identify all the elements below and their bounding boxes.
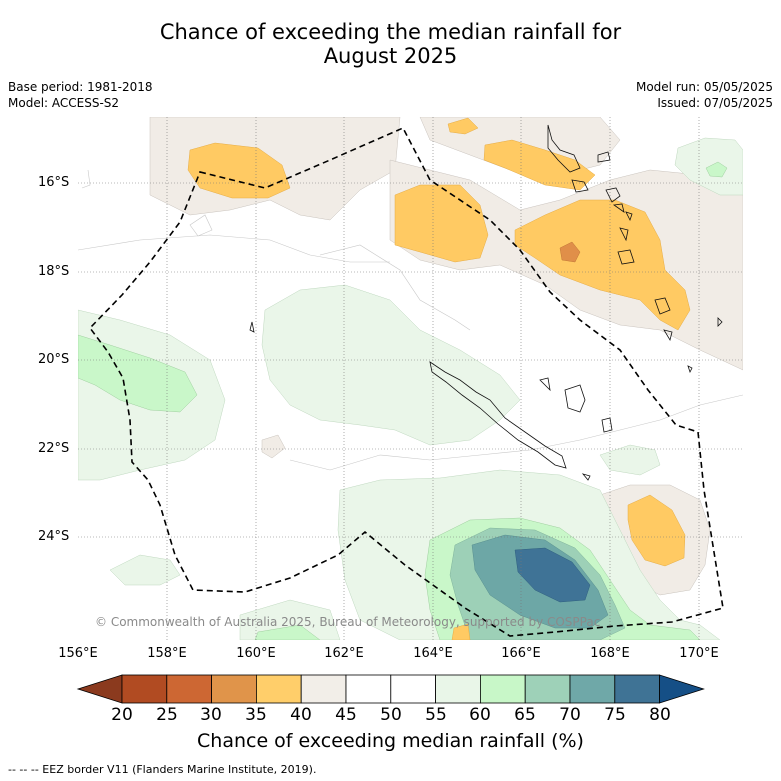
lat-label-16s: 16°S bbox=[38, 175, 70, 190]
vanuatu-tanna bbox=[654, 297, 671, 315]
gridlines bbox=[78, 117, 743, 640]
lon-label-162e: 162°E bbox=[324, 646, 364, 661]
colorbar-segment bbox=[435, 674, 481, 704]
map-title-line1: Chance of exceeding the median rainfall … bbox=[159, 20, 622, 44]
colorbar-segment bbox=[300, 674, 347, 704]
colorbar-tick: 25 bbox=[156, 705, 178, 725]
lon-label-166e: 166°E bbox=[501, 646, 541, 661]
small-islet-east bbox=[687, 317, 723, 374]
colorbar-tick: 30 bbox=[200, 705, 222, 725]
colorbar-tick: 60 bbox=[469, 705, 491, 725]
vanuatu-small-islands bbox=[605, 187, 635, 265]
contour-lines bbox=[78, 169, 743, 471]
colorbar-segment bbox=[479, 674, 526, 704]
colorbar-extend-high bbox=[659, 674, 705, 704]
small-islet-west bbox=[249, 321, 255, 333]
colorbar-segment bbox=[569, 674, 616, 704]
lat-label-20s: 20°S bbox=[38, 352, 70, 367]
lat-label-24s: 24°S bbox=[38, 529, 70, 544]
eez-border bbox=[88, 126, 724, 637]
colorbar-tick: 65 bbox=[514, 705, 536, 725]
colorbar-segment bbox=[614, 674, 660, 704]
colorbar-label: Chance of exceeding median rainfall (%) bbox=[197, 730, 584, 752]
small-islet-south bbox=[581, 473, 591, 481]
colorbar-segment bbox=[211, 674, 257, 704]
vanuatu-aneityum bbox=[663, 329, 673, 342]
colorbar bbox=[76, 674, 705, 704]
lon-label-164e: 164°E bbox=[413, 646, 453, 661]
lon-label-158e: 158°E bbox=[147, 646, 187, 661]
loyalty-islands bbox=[539, 377, 613, 433]
colorbar-tick: 70 bbox=[559, 705, 581, 725]
colorbar-segment bbox=[166, 674, 213, 704]
copyright-text: © Commonwealth of Australia 2025, Bureau… bbox=[95, 615, 600, 629]
eez-legend: -- -- -- EEZ border V11 (Flanders Marine… bbox=[8, 763, 317, 776]
model-run: Model run: 05/05/2025 bbox=[635, 80, 773, 94]
colorbar-tick: 35 bbox=[245, 705, 267, 725]
dark-blue-region bbox=[514, 547, 591, 603]
lon-label-168e: 168°E bbox=[590, 646, 630, 661]
lon-label-160e: 160°E bbox=[236, 646, 276, 661]
colorbar-segment bbox=[390, 674, 436, 704]
lat-label-22s: 22°S bbox=[38, 441, 70, 456]
colorbar-tick: 55 bbox=[425, 705, 447, 725]
map-title-line2: August 2025 bbox=[323, 44, 458, 68]
colorbar-extend-low bbox=[76, 674, 123, 704]
model-name: Model: ACCESS-S2 bbox=[8, 96, 120, 110]
lon-label-156e: 156°E bbox=[58, 646, 98, 661]
orange-regions bbox=[187, 117, 691, 640]
colorbar-tick: 50 bbox=[380, 705, 402, 725]
colorbar-tick: 45 bbox=[335, 705, 357, 725]
colorbar-tick: 75 bbox=[604, 705, 626, 725]
map-area: © Commonwealth of Australia 2025, Bureau… bbox=[78, 117, 743, 640]
dark-orange-spot bbox=[559, 241, 581, 263]
colorbar-segment bbox=[524, 674, 571, 704]
colorbar-tick: 80 bbox=[649, 705, 671, 725]
colorbar-segment bbox=[345, 674, 392, 704]
lat-label-18s: 18°S bbox=[38, 264, 70, 279]
vanuatu-espiritu-santo bbox=[547, 124, 581, 173]
colorbar-tick: 40 bbox=[290, 705, 312, 725]
coastlines bbox=[249, 124, 723, 481]
vanuatu-malekula bbox=[571, 179, 589, 193]
base-period: Base period: 1981-2018 bbox=[8, 80, 153, 94]
issued-date: Issued: 07/05/2025 bbox=[657, 96, 773, 110]
new-caledonia-island bbox=[429, 361, 567, 469]
colorbar-segment bbox=[121, 674, 168, 704]
colorbar-tick: 20 bbox=[111, 705, 133, 725]
lon-label-170e: 170°E bbox=[679, 646, 719, 661]
colorbar-segment bbox=[255, 674, 302, 704]
vanuatu-efate bbox=[597, 151, 611, 163]
